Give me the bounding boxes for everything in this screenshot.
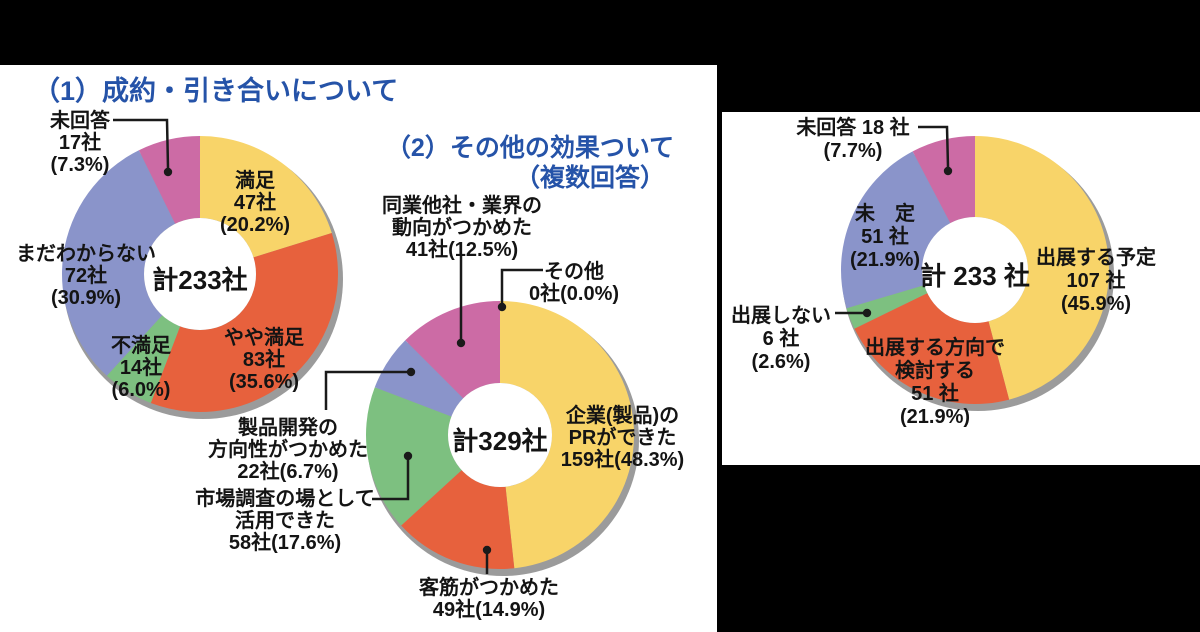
label-unsatisfied: 不満足 14社 (6.0%) [111, 335, 171, 401]
label-dont-know-yet: まだわからない 72社 (30.9%) [16, 243, 156, 309]
label-product-development: 製品開発の 方向性がつかめた 22社(6.7%) [208, 417, 368, 483]
label-customer-prospects: 客筋がつかめた 49社(14.9%) [419, 577, 559, 621]
label-market-research: 市場調査の場として 活用できた 58社(17.6%) [195, 488, 375, 554]
label-will-not-exhibit: 出展しない 6 社 (2.6%) [731, 305, 831, 373]
chart1-title: （1）成約・引き合いについて [33, 76, 399, 106]
pie-slice [841, 151, 951, 309]
pie-slice [61, 150, 176, 376]
label-satisfied: 満足 47社 (20.2%) [219, 170, 291, 236]
label-undecided: 未 定 51 社 (21.9%) [849, 203, 921, 271]
pie-slice [500, 301, 635, 569]
label-company-pr: 企業(製品)の PRができた 159社(48.3%) [560, 405, 685, 471]
pie-slice [106, 315, 181, 403]
donut-chart-satisfaction [61, 136, 343, 419]
pie-slice [374, 340, 464, 417]
pie-slice [150, 233, 338, 413]
right-panel: 未回答 18 社 (7.7%) 未 定 51 社 (21.9%) 出展しない 6… [722, 112, 1200, 465]
pie-slice [200, 136, 332, 258]
chart2-title-line2: （複数回答） [514, 164, 665, 192]
pie-slice [401, 470, 515, 570]
donut-chart-other-effects [366, 301, 639, 576]
label-somewhat-satisfied: やや満足 83社 (35.6%) [224, 327, 304, 393]
chart2-title-line1: （2）その他の効果ついて [385, 134, 675, 162]
label-no-answer: 未回答 17社 (7.3%) [50, 110, 110, 176]
chart2-center-total: 計329社 [452, 426, 548, 456]
label-plan-to-exhibit: 出展する予定 107 社 (45.9%) [1036, 247, 1156, 315]
donut-hole [448, 383, 552, 487]
label-no-answer-3: 未回答 18 社 (7.7%) [796, 117, 910, 162]
chart1-center-total: 計233社 [152, 265, 248, 295]
label-industry-trends: 同業他社・業界の 動向がつかめた 41社(12.5%) [382, 195, 542, 261]
donut-chart-future-exhibition [841, 136, 1114, 411]
chart3-center-total: 計 233 社 [920, 261, 1030, 291]
pie-slice [405, 301, 500, 399]
donut-hole [144, 218, 256, 330]
pie-slice [975, 136, 1110, 400]
pie-slice [854, 293, 1010, 405]
left-panel: （1）成約・引き合いについて （2）その他の効果ついて （複数回答） 未回答 1… [0, 65, 717, 632]
chart2-title: （2）その他の効果ついて （複数回答） [385, 133, 675, 193]
donut-hole [922, 217, 1028, 323]
label-other: その他 0社(0.0%) [528, 261, 620, 305]
label-considering-exhibiting: 出展する方向で 検討する 51 社 (21.9%) [865, 337, 1005, 428]
pie-slice [846, 285, 928, 329]
